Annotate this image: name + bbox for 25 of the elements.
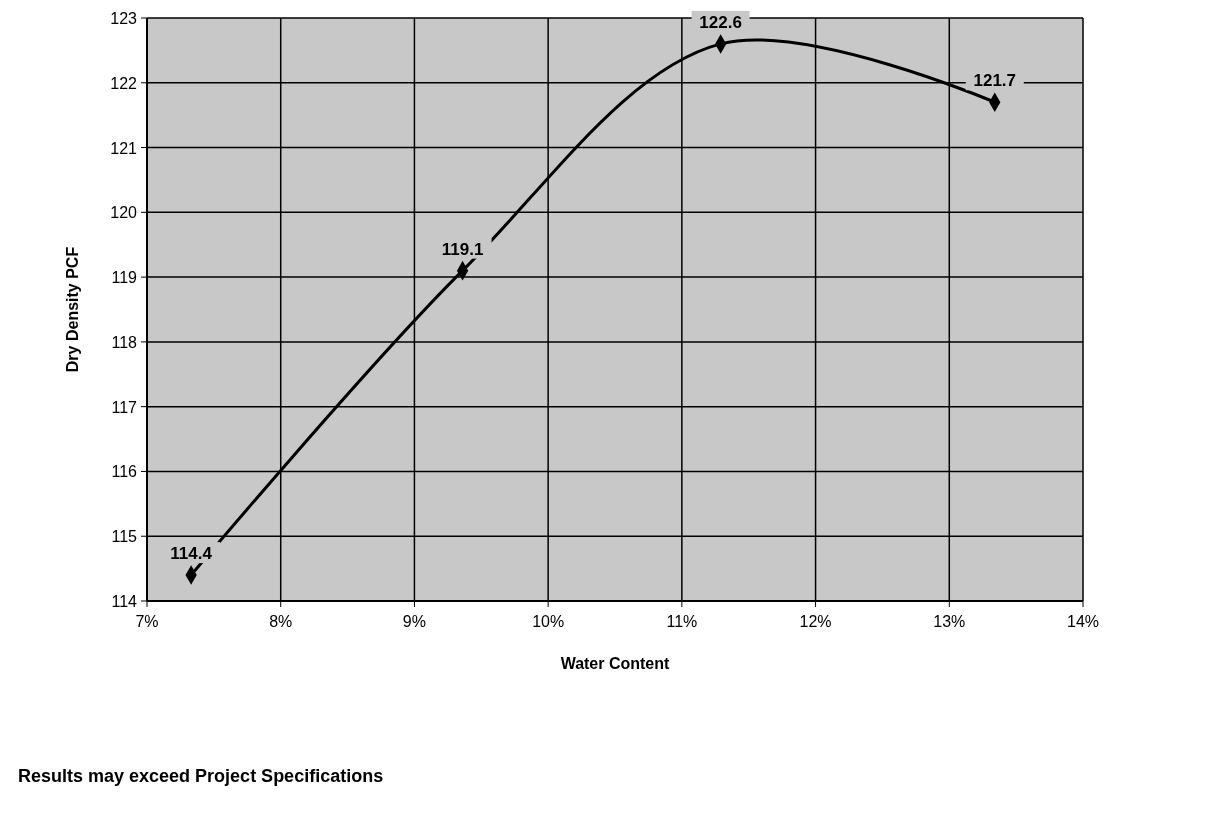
x-tick-label: 10%	[532, 613, 565, 630]
y-tick-label: 117	[111, 398, 138, 416]
x-tick-label: 8%	[269, 613, 293, 630]
y-tick-label: 115	[111, 528, 138, 546]
y-axis-title: Dry Density PCF	[64, 246, 81, 373]
y-tick-label: 118	[111, 333, 138, 351]
x-tick-label: 7%	[135, 613, 159, 630]
x-axis-title: Water Content	[560, 655, 671, 672]
data-label: 122.6	[699, 12, 742, 32]
y-tick-label: 121	[110, 139, 138, 157]
text: Results may exceed Project Specifications	[18, 766, 384, 786]
data-label: 114.4	[170, 544, 213, 564]
x-tick-label: 14%	[1066, 613, 1100, 630]
x-tick-label: 11%	[666, 613, 698, 630]
x-tick-label: 13%	[933, 613, 966, 630]
y-tick-label: 114	[111, 593, 138, 610]
x-tick-label: 12%	[799, 613, 832, 630]
y-tick-label: 116	[111, 463, 138, 481]
data-label: 121.7	[973, 71, 1017, 91]
y-tick-label: 122	[110, 74, 138, 92]
y-tick-label: 120	[110, 204, 138, 222]
y-tick-label: 119	[111, 269, 138, 287]
x-tick-label: 9%	[402, 613, 426, 630]
data-label: 119.1	[441, 239, 484, 259]
y-tick-label: 123	[110, 10, 138, 27]
